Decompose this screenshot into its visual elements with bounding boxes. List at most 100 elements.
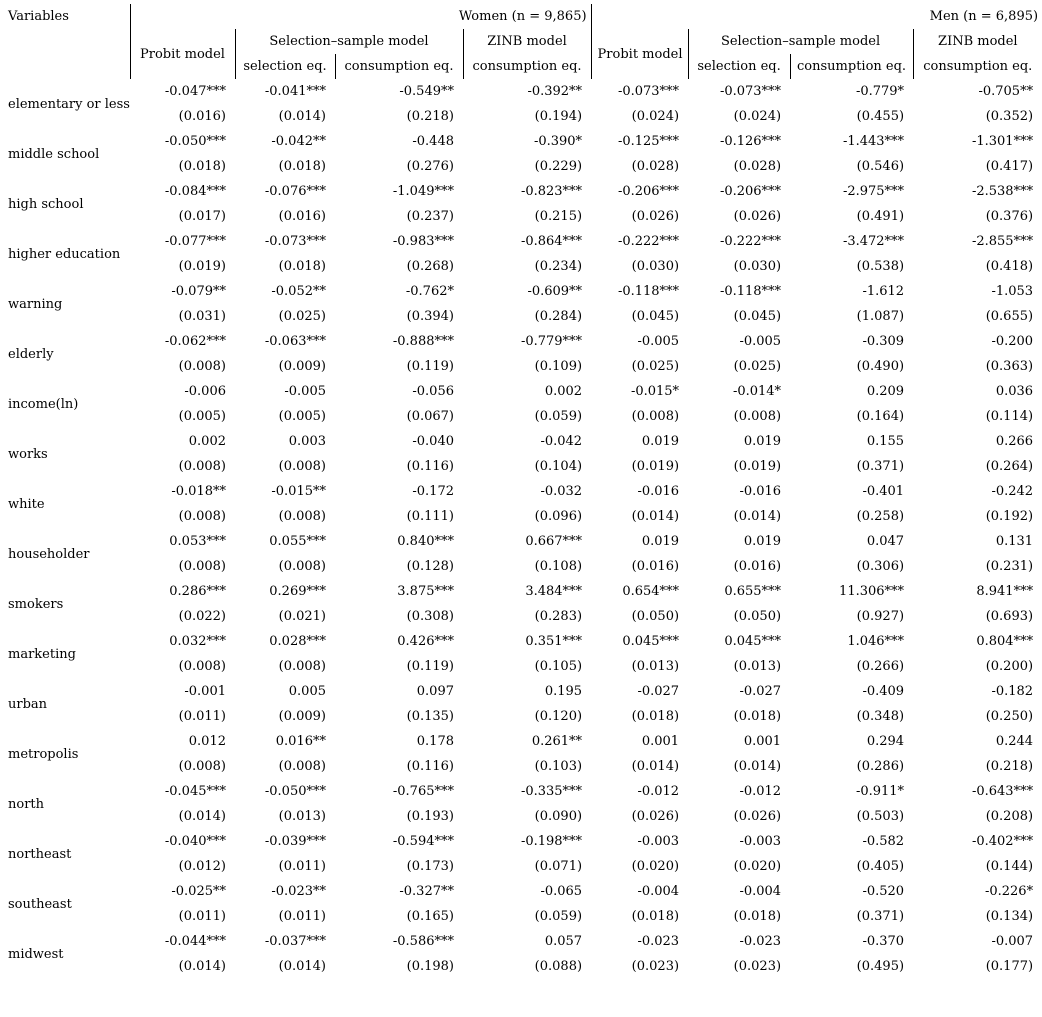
table-row-coef: householder 0.053*** 0.055*** 0.840*** 0.667…	[0, 529, 1042, 562]
standard-error-cell: (0.109)	[534, 359, 583, 374]
variables-header: Variables	[0, 4, 131, 79]
standard-error-cell: (0.014)	[178, 959, 226, 974]
standard-error-cell: (0.013)	[733, 659, 782, 674]
coefficient-cell: -0.402***	[971, 834, 1034, 849]
standard-error-cell: (0.144)	[985, 859, 1034, 874]
coefficient-cell: -0.609**	[527, 284, 583, 299]
standard-error-cell: (0.024)	[631, 109, 680, 124]
standard-error-cell: (0.192)	[985, 509, 1034, 524]
standard-error-cell: (0.008)	[178, 359, 226, 374]
standard-error-cell: (0.022)	[178, 609, 226, 624]
coefficient-cell: -1.612	[862, 284, 905, 299]
coefficient-cell: 0.019	[641, 434, 680, 449]
coefficient-cell: -0.018**	[171, 484, 226, 499]
standard-error-cell: (0.308)	[406, 609, 454, 624]
standard-error-cell: (0.025)	[278, 309, 326, 324]
coefficient-cell: -0.040	[412, 434, 454, 449]
standard-error-cell: (0.018)	[631, 909, 680, 924]
coefficient-cell: 0.005	[288, 684, 326, 699]
standard-error-cell: (0.019)	[733, 459, 782, 474]
standard-error-cell: (0.071)	[534, 859, 583, 874]
table-row-coef: elderly -0.062*** -0.063*** -0.888*** -0.779…	[0, 329, 1042, 362]
variable-label: middle school	[8, 146, 100, 162]
standard-error-cell: (0.250)	[985, 709, 1034, 724]
coefficient-cell: -0.040***	[164, 834, 226, 849]
coefficient-cell: -0.206***	[617, 184, 680, 199]
standard-error-cell: (0.090)	[534, 809, 583, 824]
standard-error-cell: (0.011)	[278, 909, 326, 924]
standard-error-cell: (0.655)	[985, 309, 1034, 324]
coefficient-cell: -0.042	[540, 434, 583, 449]
coefficient-cell: -0.705**	[978, 84, 1034, 99]
table-header: Variables Women (n = 9,865) Men (n = 6,8…	[0, 4, 1042, 79]
coefficient-cell: -0.125***	[617, 134, 680, 149]
standard-error-cell: (0.120)	[534, 709, 583, 724]
standard-error-cell: (0.119)	[406, 659, 454, 674]
standard-error-cell: (0.116)	[406, 459, 454, 474]
standard-error-cell: (0.011)	[178, 909, 226, 924]
table-row-coef: elementary or less -0.047*** -0.041*** -0.5…	[0, 79, 1042, 112]
standard-error-cell: (0.164)	[856, 409, 905, 424]
standard-error-cell: (0.268)	[406, 259, 454, 274]
standard-error-cell: (0.016)	[631, 559, 680, 574]
coefficient-cell: -0.005	[637, 334, 680, 349]
coefficient-cell: 0.351***	[525, 634, 583, 649]
standard-error-cell: (0.455)	[856, 109, 905, 124]
coefficient-cell: 0.001	[743, 734, 782, 749]
coefficient-cell: -0.062***	[164, 334, 226, 349]
coefficient-cell: -0.073***	[617, 84, 680, 99]
standard-error-cell: (0.111)	[406, 509, 454, 524]
coefficient-cell: -0.594***	[392, 834, 454, 849]
coefficient-cell: -0.032	[540, 484, 583, 499]
standard-error-cell: (0.693)	[985, 609, 1034, 624]
coefficient-cell: -0.039***	[264, 834, 326, 849]
coefficient-cell: -0.025**	[171, 884, 226, 899]
standard-error-cell: (0.026)	[631, 809, 680, 824]
standard-error-cell: (0.012)	[178, 859, 226, 874]
standard-error-cell: (0.011)	[278, 859, 326, 874]
table-row-se: (0.008) (0.008) (0.111) (0.096) (0.014) (0.01…	[0, 504, 1042, 529]
coefficient-cell: -0.084***	[164, 184, 226, 199]
coefficient-cell: -0.073***	[264, 234, 326, 249]
coefficient-cell: 3.484***	[525, 584, 583, 599]
variable-label: elementary or less	[8, 96, 130, 112]
coefficient-cell: -0.045***	[164, 784, 226, 799]
variable-label: warning	[8, 296, 63, 312]
header-row-equations: selection eq. consumption eq. consumptio…	[0, 54, 1042, 79]
coefficient-cell: -0.004	[637, 884, 680, 899]
coefficient-cell: -0.007	[991, 934, 1034, 949]
coefficient-cell: -0.042**	[271, 134, 326, 149]
coefficient-cell: -0.643***	[971, 784, 1034, 799]
coefficient-cell: -0.050***	[264, 784, 326, 799]
coefficient-cell: -0.911*	[855, 784, 905, 799]
model-header-women-probit: Probit model	[130, 29, 236, 79]
table-row-coef: works 0.002 0.003 -0.040 -0.042 0.019 0.019 0.1…	[0, 429, 1042, 462]
coefficient-cell: -3.472***	[842, 234, 905, 249]
coefficient-cell: -0.073***	[719, 84, 782, 99]
standard-error-cell: (0.417)	[985, 159, 1034, 174]
coefficient-cell: 0.195	[544, 684, 583, 699]
coefficient-cell: 0.097	[416, 684, 454, 699]
standard-error-cell: (0.237)	[406, 209, 454, 224]
coefficient-cell: 0.266	[995, 434, 1034, 449]
standard-error-cell: (0.276)	[406, 159, 454, 174]
standard-error-cell: (0.376)	[985, 209, 1034, 224]
variable-label: northeast	[8, 846, 72, 862]
eq-header-men-selection: selection eq.	[688, 54, 791, 79]
coefficient-cell: -0.390*	[533, 134, 583, 149]
variable-label: urban	[8, 696, 48, 712]
coefficient-cell: -0.370	[862, 934, 905, 949]
standard-error-cell: (0.018)	[278, 259, 326, 274]
coefficient-cell: -0.762*	[405, 284, 454, 299]
standard-error-cell: (0.059)	[534, 909, 583, 924]
standard-error-cell: (0.008)	[278, 459, 326, 474]
standard-error-cell: (0.234)	[534, 259, 583, 274]
model-header-men-zinb: ZINB model	[938, 34, 1018, 49]
coefficient-cell: 0.019	[743, 434, 782, 449]
coefficient-cell: -0.012	[637, 784, 680, 799]
standard-error-cell: (0.014)	[733, 759, 782, 774]
coefficient-cell: -0.765***	[392, 784, 454, 799]
standard-error-cell: (0.008)	[178, 659, 226, 674]
coefficient-cell: -0.001	[184, 684, 226, 699]
standard-error-cell: (0.025)	[733, 359, 782, 374]
